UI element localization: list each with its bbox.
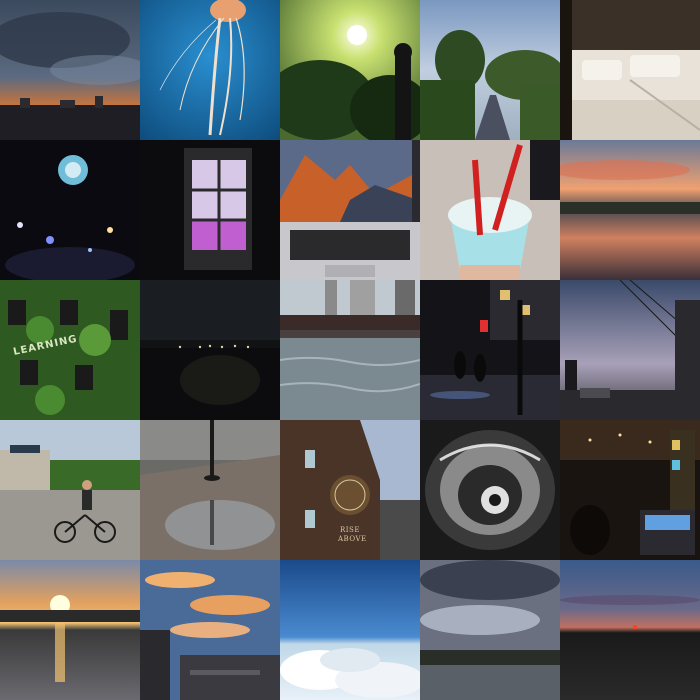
glowing-balloon-night-image xyxy=(0,140,140,280)
arcade-interior-image xyxy=(560,420,700,560)
photo-laptop-mountain-wallpaper[interactable] xyxy=(280,140,420,280)
overcast-sky-lake-image xyxy=(420,560,560,700)
photo-puddle-reflection[interactable] xyxy=(140,420,280,560)
photo-river-sunset[interactable] xyxy=(560,140,700,280)
photo-lit-window-night[interactable] xyxy=(140,140,280,280)
photo-building-mural[interactable]: RISE ABOVE xyxy=(280,420,420,560)
photo-sun-through-trees[interactable] xyxy=(280,0,420,140)
photo-sunset-clouds-buildings[interactable] xyxy=(140,560,280,700)
jellyfish-image xyxy=(140,0,280,140)
red-horizon-dusk-image xyxy=(560,560,700,700)
puddle-reflection-image xyxy=(140,420,280,560)
lit-window-night-image xyxy=(140,140,280,280)
photo-sunset-over-water[interactable] xyxy=(0,560,140,700)
clouds-from-airplane-image xyxy=(280,560,420,700)
sun-through-trees-image xyxy=(280,0,420,140)
photo-ivy-covered-building[interactable]: LEARNING xyxy=(0,280,140,420)
mural-text-line2: ABOVE xyxy=(337,535,367,543)
photo-dusk-street-wires[interactable] xyxy=(560,280,700,420)
river-sunset-image xyxy=(560,140,700,280)
bean-sculpture-reflection-image xyxy=(420,420,560,560)
photo-storm-sunset-city[interactable] xyxy=(0,0,140,140)
ivy-covered-building-image: LEARNING xyxy=(0,280,140,420)
photo-blue-slush-drink[interactable] xyxy=(420,140,560,280)
photo-cyclist-plaza[interactable] xyxy=(0,420,140,560)
photo-overcast-sky-lake[interactable] xyxy=(420,560,560,700)
photo-night-city-skyline[interactable] xyxy=(140,280,280,420)
photo-clouds-from-airplane[interactable] xyxy=(280,560,420,700)
photo-rainy-night-street[interactable] xyxy=(420,280,560,420)
storm-sunset-city-image xyxy=(0,0,140,140)
photo-glowing-balloon-night[interactable] xyxy=(0,140,140,280)
cyclist-plaza-image xyxy=(0,420,140,560)
dusk-street-wires-image xyxy=(560,280,700,420)
photo-arcade-interior[interactable] xyxy=(560,420,700,560)
photo-red-horizon-dusk[interactable] xyxy=(560,560,700,700)
rainy-night-street-image xyxy=(420,280,560,420)
photo-bean-sculpture-reflection[interactable] xyxy=(420,420,560,560)
building-mural-image: RISE ABOVE xyxy=(280,420,420,560)
blue-slush-drink-image xyxy=(420,140,560,280)
photo-hotel-beds[interactable] xyxy=(560,0,700,140)
photo-jellyfish[interactable] xyxy=(140,0,280,140)
laptop-mountain-wallpaper-image xyxy=(280,140,420,280)
photo-river-bridge-skyline[interactable] xyxy=(280,280,420,420)
mural-text-line1: RISE xyxy=(340,526,360,534)
tree-lined-path-image xyxy=(420,0,560,140)
hotel-beds-image xyxy=(560,0,700,140)
night-city-skyline-image xyxy=(140,280,280,420)
sunset-over-water-image xyxy=(0,560,140,700)
photo-tree-lined-path[interactable] xyxy=(420,0,560,140)
river-bridge-skyline-image xyxy=(280,280,420,420)
sunset-clouds-buildings-image xyxy=(140,560,280,700)
